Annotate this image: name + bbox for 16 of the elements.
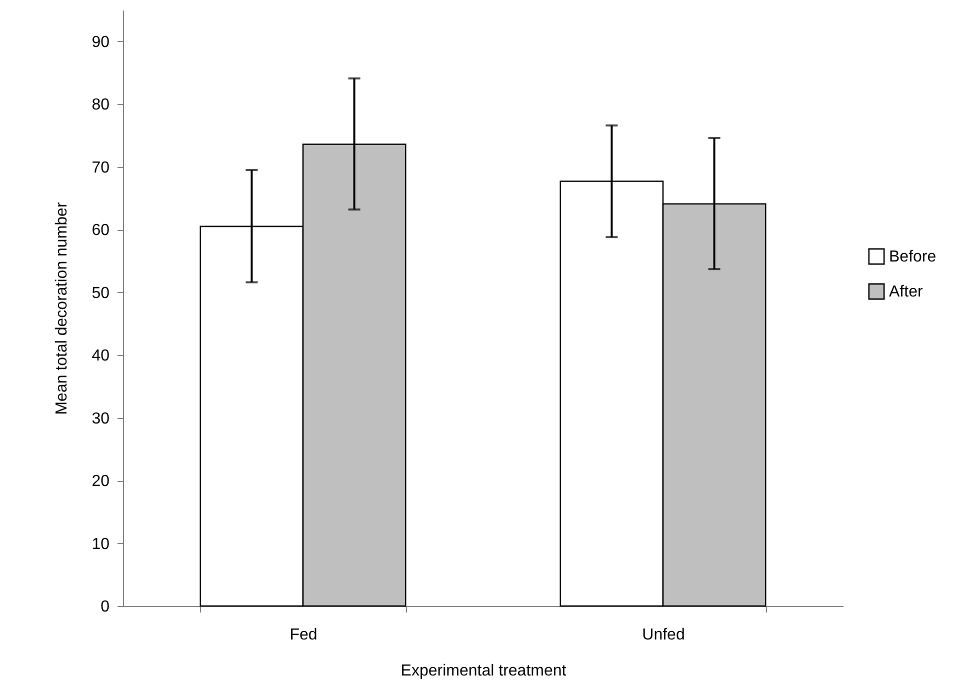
legend-label: After — [889, 284, 924, 300]
y-tick-label: 90 — [92, 34, 110, 51]
y-tick-label: 80 — [92, 96, 110, 114]
y-tick-label: 70 — [92, 159, 110, 176]
y-tick-label: 40 — [92, 348, 110, 365]
y-tick-label: 30 — [92, 410, 110, 428]
x-tick-label: Unfed — [642, 626, 685, 644]
y-tick-label: 0 — [100, 598, 110, 616]
y-tick-label: 10 — [92, 536, 110, 553]
y-axis-title: Mean total decoration number — [54, 202, 71, 415]
x-axis-title: Experimental treatment — [400, 662, 567, 680]
y-tick-label: 60 — [92, 222, 110, 240]
y-tick-label: 20 — [92, 473, 110, 490]
y-tick-label: 50 — [92, 284, 110, 302]
x-tick-label: Fed — [290, 626, 318, 644]
legend-label: Before — [889, 248, 936, 266]
